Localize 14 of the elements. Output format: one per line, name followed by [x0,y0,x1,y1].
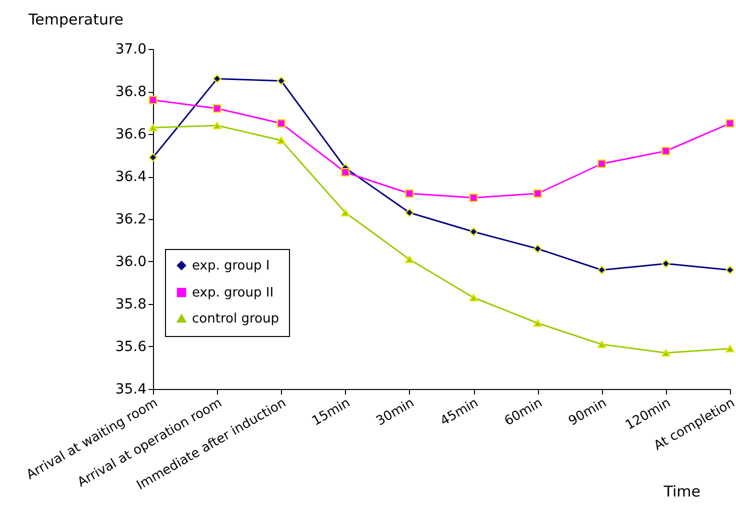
legend-label: exp. group II [192,286,274,300]
y-tick-label: 36.2 [115,212,146,228]
y-tick-label: 36.8 [115,84,146,100]
y-tick-label: 36.0 [115,254,146,270]
y-tick-label: 36.4 [115,169,147,185]
y-tick-label: 36.6 [115,126,147,142]
legend-label: control group [192,312,279,326]
y-tick-label: 35.4 [115,382,147,398]
y-tick-label: 35.6 [115,339,147,355]
legend-label: exp. group I [192,258,270,274]
y-axis-title: Temperature [28,10,124,28]
x-axis-title: Time [662,482,700,500]
y-tick-label: 37.0 [115,42,146,58]
y-tick-label: 35.8 [115,296,146,312]
